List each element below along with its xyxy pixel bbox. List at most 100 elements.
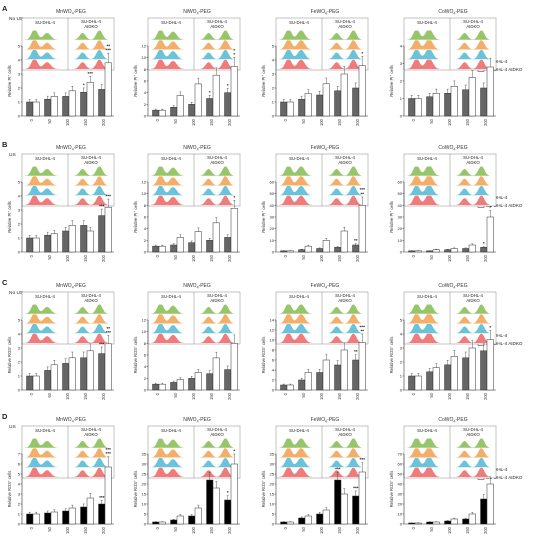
y-tick-label: 40 [398,203,403,208]
bar-aidko [340,230,348,253]
x-tick-label: 0 [29,526,34,529]
chart-title: MnWO4-PEG [56,417,86,424]
histogram-trace [324,457,366,468]
y-tick-label: 30 [142,462,147,467]
inset-label-right: SU-DHL-4 [335,155,355,160]
y-tick-label: 10 [142,191,147,196]
histogram-trace [452,333,494,343]
x-tick-label: 150 [83,254,88,262]
x-tick-label: 100 [65,392,70,400]
histogram-trace [278,323,320,334]
inset-label-right: SU-DHL-4 [207,155,227,160]
histogram-trace [452,49,494,60]
bar-aidko [414,98,422,117]
chart-title: FeWO4-PEG [311,283,340,290]
bar-su-dhl-4 [62,96,70,117]
histogram-trace [150,40,192,50]
bar-aidko [322,509,330,525]
x-tick-label: 100 [319,118,324,126]
y-tick-label: 1 [400,374,403,379]
significance-stars: *** [106,330,112,335]
histogram-trace [70,30,112,40]
inset-label-left: SU-DHL-4 [35,294,55,299]
y-tick-label: 0 [400,114,403,119]
bar-su-dhl-4 [152,109,160,117]
histogram-trace [24,40,66,50]
bar-aidko [340,349,348,391]
x-tick-label: 150 [209,254,214,262]
bar-aidko [68,507,76,525]
x-tick-label: 200 [483,526,488,534]
bar-su-dhl-4 [26,375,34,391]
bar-aidko [358,471,366,525]
bar-aidko [176,515,184,525]
bar-aidko [432,367,440,391]
bar-su-dhl-4 [44,370,52,391]
histogram-trace [196,176,238,186]
histogram-trace [196,49,238,60]
x-tick-label: 200 [355,254,360,262]
bar-su-dhl-4 [298,98,306,117]
y-tick-label: 60 [270,180,275,185]
histogram-trace [324,185,366,196]
y-tick-label: 4 [400,332,403,337]
chart-title: MnWO4-PEG [56,145,86,152]
histogram-trace [196,166,238,176]
y-axis-title: Relative PI+ cells [389,201,395,233]
chart-title: FeWO4-PEG [311,417,340,424]
bar-su-dhl-4 [224,92,232,117]
bar-aidko [468,244,476,253]
histogram-trace [24,304,66,314]
bar-aidko [414,250,422,253]
bar-aidko [450,356,458,391]
significance-stars: *** [99,204,105,209]
bar-su-dhl-4 [298,249,306,253]
bar-aidko [230,66,238,117]
y-tick-label: 0 [18,388,21,393]
x-tick-label: 0 [155,526,160,529]
chart-title: CoWO4-PEG [438,417,467,424]
x-tick-label: 0 [283,254,288,257]
x-tick-label: 100 [447,526,452,534]
chart-title: MnWO4-PEG [56,9,86,16]
significance-stars: * [209,90,211,95]
histogram-trace [406,457,448,468]
bar-su-dhl-4 [206,98,214,117]
histogram-trace [278,457,320,468]
bar-su-dhl-4 [152,521,160,525]
inset-label-left: SU-DHL-4 [417,428,437,433]
inset-label-right-2: AIDKO [338,24,352,29]
inset-label-right-2: AIDKO [466,298,480,303]
inset-label-right-2: AIDKO [466,160,480,165]
histogram-trace [406,185,448,196]
bar-su-dhl-4 [188,378,196,391]
x-tick-label: 50 [301,526,306,531]
y-tick-label: 3 [18,208,21,213]
bar-su-dhl-4 [352,359,360,391]
histogram-trace [452,304,494,314]
bar-su-dhl-4 [98,353,106,391]
histogram-trace [452,467,494,477]
y-tick-label: 20 [398,502,403,507]
y-tick-label: 14 [270,318,275,323]
significance-stars: *** [353,485,359,490]
histogram-trace [452,323,494,334]
inset-label-left: SU-DHL-4 [161,294,181,299]
bar-su-dhl-4 [170,244,178,253]
histogram-trace [324,30,366,40]
significance-stars: *** [99,495,105,500]
x-tick-label: 50 [173,118,178,123]
histogram-trace [452,195,494,205]
x-tick-label: 200 [483,254,488,262]
x-tick-label: 50 [301,392,306,397]
x-tick-label: 100 [191,526,196,534]
x-tick-label: 150 [83,392,88,400]
bar-aidko [286,101,294,117]
y-axis-title: Relative PI+ cells [133,65,139,97]
significance-stars: *** [99,342,105,347]
y-tick-label: 35 [142,452,147,457]
